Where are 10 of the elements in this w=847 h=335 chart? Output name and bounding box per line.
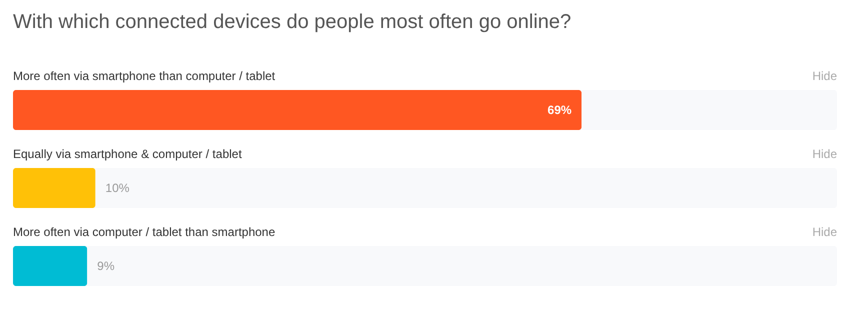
chart-title: With which connected devices do people most often go online? [13, 11, 572, 33]
annotation: Hide [812, 147, 838, 161]
data-label: 69% [548, 103, 572, 117]
data-label: 9% [97, 259, 115, 273]
y-tick-label: More often via smartphone than computer / tablet [13, 69, 276, 83]
y-tick-label: More often via computer / tablet than smartphone [13, 225, 276, 239]
data-label: 10% [105, 181, 130, 195]
annotation: Hide [812, 225, 838, 239]
annotation: Hide [812, 69, 838, 83]
y-tick-label: Equally via smartphone & computer / tablet [13, 147, 242, 161]
